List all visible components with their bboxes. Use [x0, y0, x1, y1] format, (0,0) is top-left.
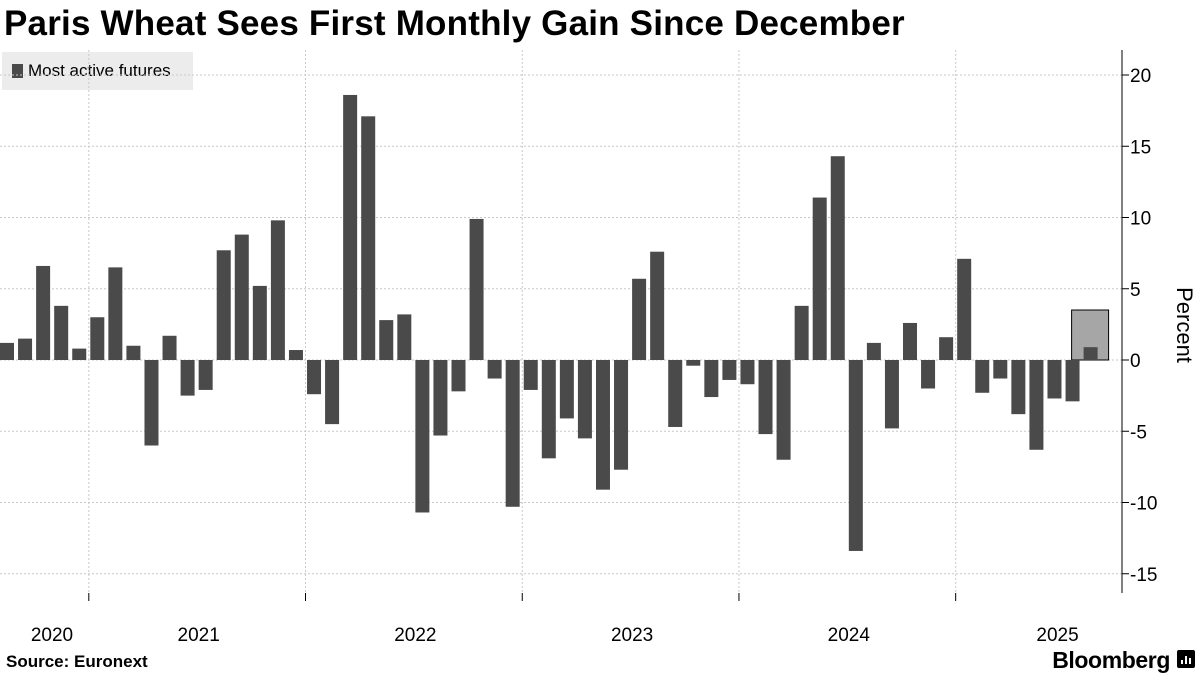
- bar: [776, 360, 791, 460]
- bar: [1029, 360, 1044, 450]
- bar: [939, 337, 954, 360]
- bar: [957, 258, 972, 360]
- bar: [288, 350, 303, 360]
- bar: [180, 360, 195, 396]
- y-tick-label: 15: [1130, 137, 1151, 158]
- x-tick-label: 2023: [611, 625, 653, 646]
- y-tick-label: 20: [1130, 66, 1151, 87]
- bar: [379, 320, 394, 360]
- bar: [361, 116, 376, 360]
- bar: [758, 360, 773, 435]
- brand-logo: Bloomberg: [1052, 647, 1170, 673]
- bar: [812, 197, 827, 360]
- x-tick-label: 2020: [31, 625, 73, 646]
- chart-title: Paris Wheat Sees First Monthly Gain Sinc…: [4, 4, 905, 43]
- bar: [975, 360, 990, 393]
- bar: [650, 251, 665, 360]
- bar: [595, 360, 610, 490]
- y-tick-label: -10: [1130, 494, 1157, 515]
- bar: [866, 342, 881, 360]
- bar: [451, 360, 466, 392]
- bar: [72, 348, 87, 360]
- bar: [1011, 360, 1026, 415]
- y-axis-label: Percent: [1172, 287, 1197, 363]
- bar: [704, 360, 719, 398]
- bar: [614, 360, 629, 470]
- source-note: Source: Euronext: [6, 652, 148, 671]
- bar: [993, 360, 1008, 379]
- bar: [90, 317, 105, 360]
- bar: [1047, 360, 1062, 399]
- bar: [541, 360, 556, 459]
- bar: [397, 314, 412, 360]
- bar: [523, 360, 538, 390]
- bar: [686, 360, 701, 366]
- bar: [325, 360, 340, 425]
- bar: [18, 338, 33, 360]
- y-tick-label: 5: [1130, 280, 1141, 301]
- bar: [1065, 360, 1080, 402]
- legend-swatch: [12, 64, 23, 78]
- y-tick-label: 10: [1130, 209, 1151, 230]
- bar: [126, 345, 141, 360]
- bar: [903, 322, 917, 360]
- y-tick-label: -15: [1130, 565, 1157, 586]
- x-tick-label: 2022: [394, 625, 436, 646]
- bar: [848, 360, 863, 551]
- bar: [343, 94, 358, 360]
- bar: [722, 360, 737, 380]
- bar: [668, 360, 683, 427]
- bar: [884, 360, 899, 429]
- x-tick-label: 2021: [178, 625, 220, 646]
- bar: [252, 285, 267, 360]
- bar: [830, 156, 845, 360]
- bloomberg-bars-icon: [1177, 650, 1195, 668]
- bar: [559, 360, 574, 419]
- bar: [487, 360, 502, 379]
- bar: [162, 335, 177, 360]
- bar: [415, 360, 430, 513]
- bar: [1083, 347, 1098, 360]
- bar: [632, 278, 647, 360]
- bar: [505, 360, 520, 507]
- bar: [740, 360, 755, 385]
- bar: [921, 360, 936, 389]
- bar: [108, 267, 123, 360]
- y-tick-label: 0: [1130, 351, 1141, 372]
- bar: [433, 360, 448, 436]
- bar: [0, 342, 14, 360]
- bar: [198, 360, 213, 390]
- x-tick-label: 2024: [828, 625, 871, 646]
- x-tick-label: 2025: [1036, 625, 1078, 646]
- bar: [307, 360, 322, 395]
- bar: [577, 360, 592, 439]
- y-tick-label: -5: [1130, 422, 1147, 443]
- bar: [234, 234, 249, 360]
- bar: [36, 265, 51, 360]
- legend: Most active futures: [2, 52, 193, 90]
- bar: [794, 305, 809, 360]
- bar: [270, 220, 285, 360]
- bar: [216, 250, 231, 360]
- bar: [469, 218, 484, 360]
- bar: [144, 360, 159, 446]
- bar: [54, 305, 69, 360]
- legend-label: Most active futures: [28, 61, 171, 80]
